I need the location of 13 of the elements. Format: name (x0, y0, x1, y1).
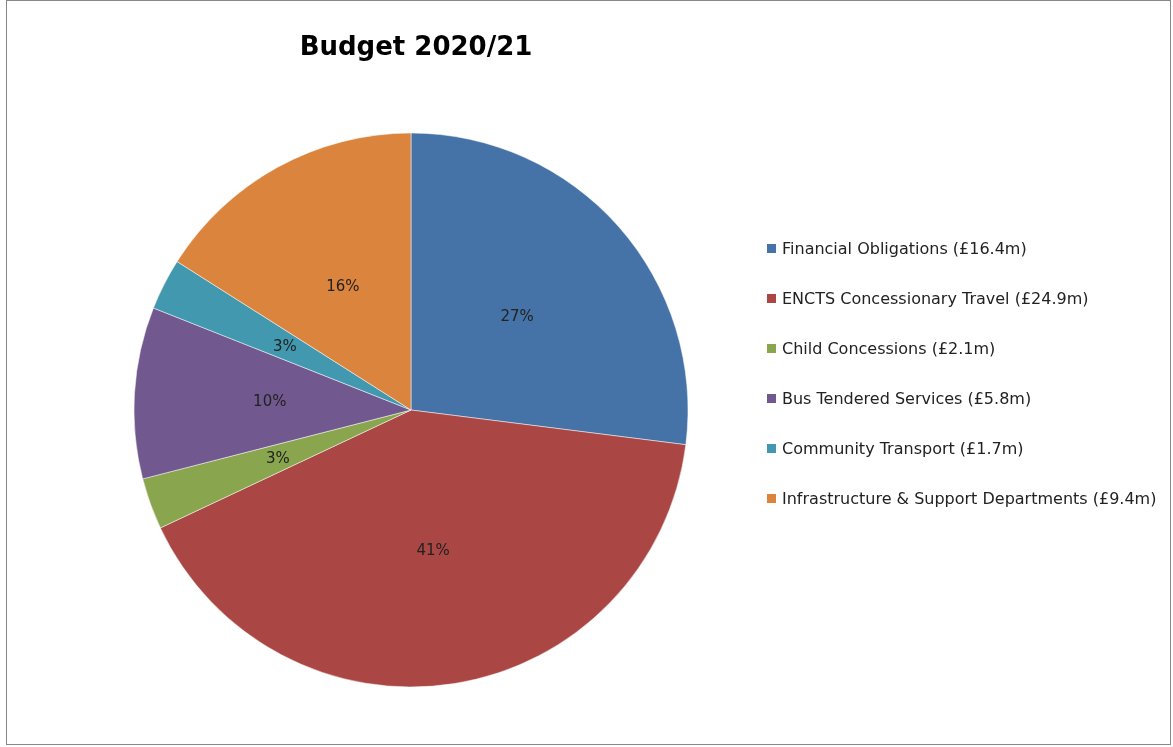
legend-label: Bus Tendered Services (£5.8m) (782, 389, 1032, 408)
legend-label: Child Concessions (£2.1m) (782, 339, 996, 358)
legend-label: ENCTS Concessionary Travel (£24.9m) (782, 289, 1089, 308)
data-label: 10% (253, 392, 287, 411)
data-label: 16% (326, 277, 360, 295)
legend-label: Infrastructure & Support Departments (£9.4m) (782, 489, 1157, 508)
legend-label: Community Transport (£1.7m) (782, 439, 1024, 458)
legend-label: Financial Obligations (£16.4m) (782, 239, 1027, 258)
chart-title: Budget 2020/21 (299, 31, 533, 61)
data-label: 3% (273, 336, 297, 355)
data-label: 3% (265, 448, 290, 467)
data-label: 41% (416, 540, 450, 559)
data-label: 27% (500, 307, 534, 326)
